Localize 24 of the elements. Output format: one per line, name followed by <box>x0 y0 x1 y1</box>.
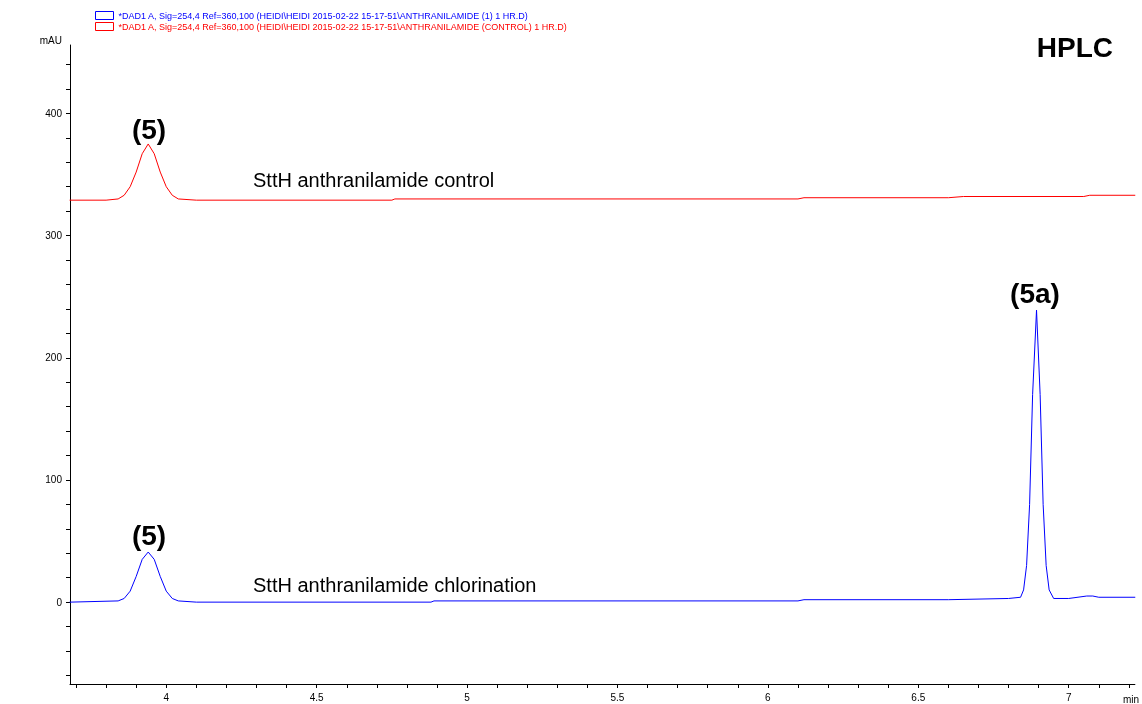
y-tick-label: 400 <box>45 107 63 119</box>
x-tick-label: 4.5 <box>309 691 325 703</box>
y-axis-title: mAU <box>39 34 62 46</box>
line-series <box>69 309 1136 603</box>
y-tick-label: 300 <box>45 230 63 242</box>
chart-title: HPLC <box>1036 31 1114 63</box>
y-tick-label: 100 <box>45 474 63 486</box>
x-axis-title: min <box>1122 693 1140 704</box>
legend-label: *DAD1 A, Sig=254,4 Ref=360,100 (HEIDI\HEIDI 2015-02-22 15-17-51\ANTHRANILAMIDE (1) 1 HR.D) <box>118 10 528 21</box>
annotation: (5) <box>131 113 167 145</box>
x-tick-label: 6.5 <box>911 691 926 703</box>
annotation: SttH anthranilamide control <box>253 169 495 191</box>
x-tick-label: 7 <box>1065 691 1072 703</box>
x-tick-label: 4 <box>163 691 170 703</box>
x-tick-label: 5.5 <box>610 691 625 703</box>
annotation: SttH anthranilamide chlorination <box>253 574 537 596</box>
x-tick-label: 5 <box>464 691 471 703</box>
legend-label: *DAD1 A, Sig=254,4 Ref=360,100 (HEIDI\HEIDI 2015-02-22 15-17-51\ANTHRANILAMIDE (CONTROL) 1 HR.D) <box>118 21 567 32</box>
y-tick-label: 0 <box>56 596 63 608</box>
annotation: (5) <box>131 519 167 551</box>
x-tick-label: 6 <box>765 691 772 703</box>
y-tick-label: 200 <box>45 352 63 364</box>
line-series <box>69 143 1136 201</box>
annotation: (5a) <box>1010 277 1060 309</box>
